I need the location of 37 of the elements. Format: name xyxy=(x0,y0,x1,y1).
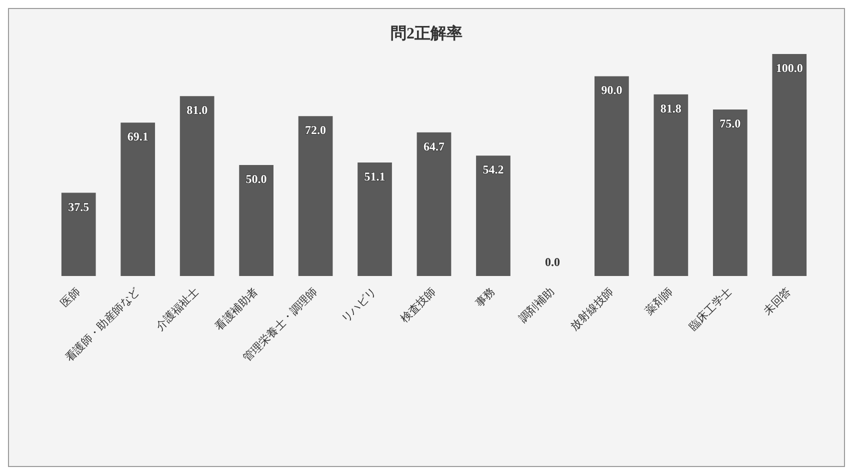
x-tick-label: 臨床工学士 xyxy=(686,285,734,334)
bar xyxy=(476,156,510,276)
x-tick-label: 事務 xyxy=(472,285,498,310)
bar xyxy=(358,162,392,276)
x-tick-label: 調剤補助 xyxy=(516,285,557,326)
data-label: 50.0 xyxy=(246,172,267,186)
chart-title: 問2正解率 xyxy=(390,24,462,42)
data-label: 54.2 xyxy=(482,162,504,177)
bar xyxy=(654,94,688,276)
x-tick-label: 医師 xyxy=(58,286,83,310)
bar xyxy=(712,110,748,276)
x-tick-label: 介護福祉士 xyxy=(153,285,202,334)
data-label: 37.5 xyxy=(68,200,90,214)
bar xyxy=(180,96,214,276)
bar xyxy=(416,132,452,276)
data-label: 72.0 xyxy=(305,123,326,138)
x-tick-label: 薬剤師 xyxy=(642,285,676,318)
bar xyxy=(120,122,156,276)
bar xyxy=(61,192,96,276)
bar xyxy=(772,54,807,276)
data-label: 0.0 xyxy=(544,255,560,269)
bar xyxy=(298,116,333,276)
x-tick-label: 未回答 xyxy=(761,285,794,318)
bar xyxy=(239,165,274,276)
x-tick-label: 検査技師 xyxy=(398,285,438,326)
data-label: 100.0 xyxy=(776,61,803,75)
data-label: 81.0 xyxy=(186,103,208,118)
data-label: 64.7 xyxy=(424,139,444,154)
data-label: 75.0 xyxy=(720,116,741,130)
x-tick-label: 看護補助者 xyxy=(212,285,261,334)
data-label: 90.0 xyxy=(601,83,622,98)
x-tick-label: リハビリ xyxy=(339,286,380,326)
data-label: 69.1 xyxy=(127,130,148,144)
data-label: 51.1 xyxy=(364,170,386,184)
data-label: 81.8 xyxy=(660,101,682,116)
bar xyxy=(594,76,629,276)
x-tick-label: 放射線技師 xyxy=(568,285,616,334)
